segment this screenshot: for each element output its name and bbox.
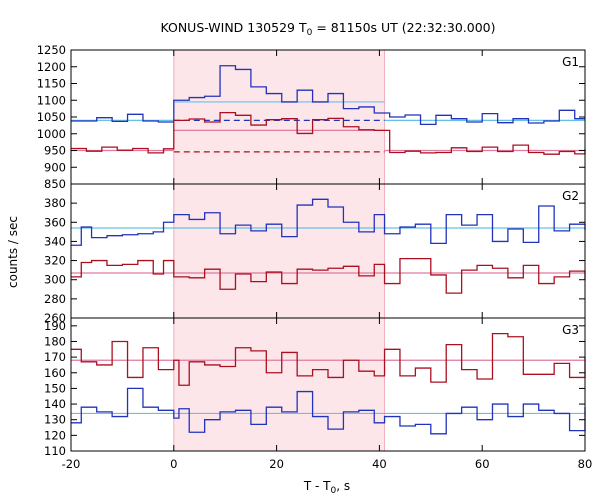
panel-g2-series-red	[71, 258, 586, 294]
panel-g1-ytick-label: 1150	[37, 77, 66, 91]
x-axis-title-prefix: T - T	[303, 479, 331, 493]
panel-g2-ytick-label: 280	[44, 292, 66, 306]
chart-title: KONUS-WIND 130529 T0 = 81150s UT (22:32:…	[160, 20, 495, 38]
panel-g1-ytick-label: 850	[44, 177, 66, 191]
x-axis-title-suffix: , s	[336, 479, 350, 493]
xtick-label: 80	[578, 457, 593, 471]
panel-g3-ytick-label: 110	[44, 444, 66, 458]
chart-title-prefix: KONUS-WIND 130529 T	[160, 20, 306, 35]
background-level-layer	[71, 101, 585, 415]
xtick-label: 20	[269, 457, 284, 471]
panel-g1-label: G1	[562, 55, 579, 69]
panel-g1-ytick-label: 1200	[37, 60, 66, 74]
panel-g3-ytick-label: 120	[44, 428, 66, 442]
panel-g3-ytick-label: 180	[44, 334, 66, 348]
chart-title-sub: 0	[307, 28, 313, 38]
x-axis-title: T - T0, s	[303, 479, 350, 496]
panel-g2-ytick-label: 300	[44, 273, 66, 287]
panel-g1-ytick-label: 900	[44, 160, 66, 174]
panel-g3-ytick-label: 130	[44, 413, 66, 427]
panel-g2-series-blue	[71, 198, 586, 246]
panel-g2-ytick-label: 260	[44, 311, 66, 325]
xtick-label: 0	[170, 457, 177, 471]
panel-g2-ytick-label: 320	[44, 254, 66, 268]
panel-g3-series-blue	[71, 387, 586, 435]
y-axis-title: counts / sec	[6, 216, 20, 288]
panel-g2-ytick-label: 360	[44, 215, 66, 229]
panel-g2-ytick-label: 380	[44, 196, 66, 210]
panel-g3-ytick-label: 140	[44, 397, 66, 411]
panel-g3-ytick-label: 190	[44, 319, 66, 333]
panel-g1-series-blue	[71, 65, 585, 126]
xtick-label: 40	[372, 457, 387, 471]
panel-g2-label: G2	[562, 189, 579, 203]
panel-g3-frame	[70, 317, 586, 452]
x-axis-title-sub: 0	[331, 486, 337, 496]
panel-g3-label: G3	[562, 323, 579, 337]
chart-title-suffix: = 81150s UT (22:32:30.000)	[312, 20, 495, 35]
panel-g3-ytick-label: 150	[44, 381, 66, 395]
panel-g3-ytick-label: 160	[44, 366, 66, 380]
axes-layer	[70, 49, 586, 452]
shaded-interval-layer	[173, 50, 386, 451]
label-layer: 850900950100010501100115012001250G126028…	[37, 43, 593, 471]
xtick-label: -20	[62, 457, 81, 471]
panel-g1-ytick-label: 1100	[37, 93, 66, 107]
panel-g1-ytick-label: 1050	[37, 110, 66, 124]
series-layer	[71, 65, 586, 435]
panel-g1-ytick-label: 950	[44, 144, 66, 158]
panel-g2-ytick-label: 340	[44, 234, 66, 248]
panel-g3-ytick-label: 170	[44, 350, 66, 364]
shaded-interval	[173, 50, 385, 451]
panel-g1-ytick-label: 1000	[37, 127, 66, 141]
panel-g3-series-red	[71, 332, 586, 386]
panel-g1-series-red	[71, 111, 586, 155]
panel-g1-ytick-label: 1250	[37, 43, 66, 57]
xtick-label: 60	[475, 457, 490, 471]
